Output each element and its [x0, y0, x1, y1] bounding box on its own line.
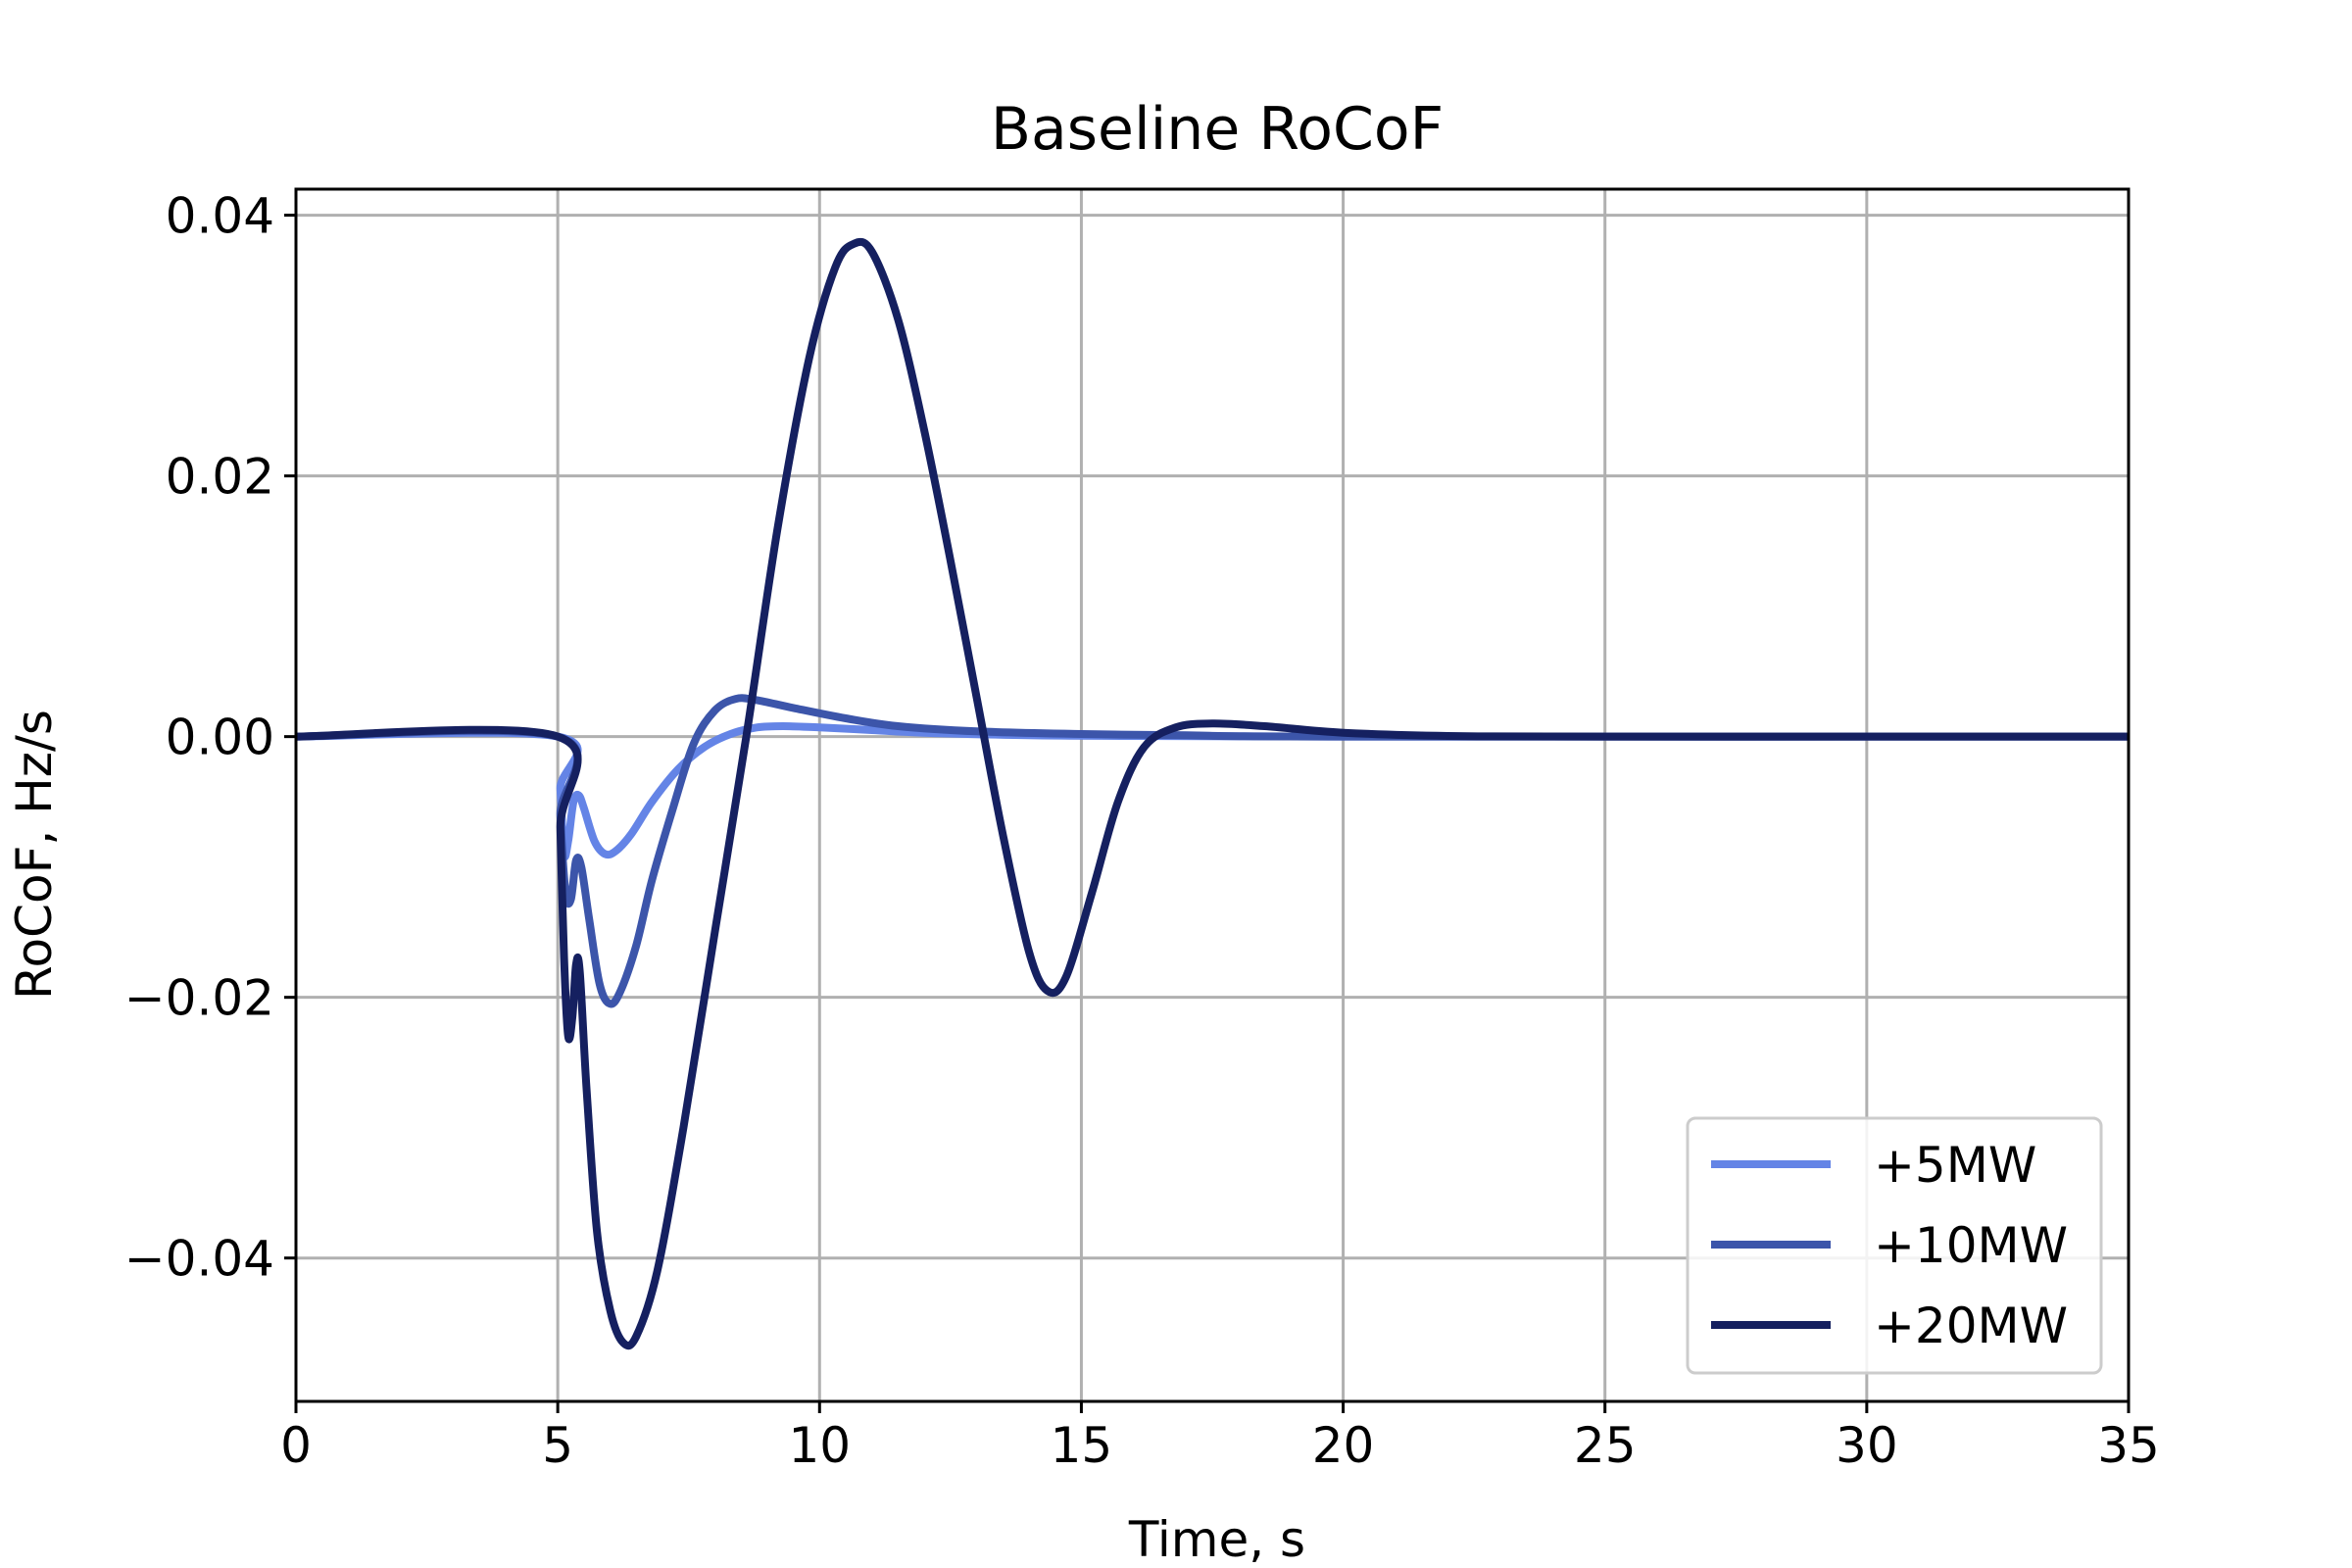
- y-axis-label: RoCoF, Hz/s: [6, 710, 63, 1000]
- x-tick-label: 20: [1312, 1417, 1375, 1474]
- x-tick-label: 35: [2097, 1417, 2160, 1474]
- chart-title: Baseline RoCoF: [991, 95, 1444, 164]
- y-tick-label: 0.00: [166, 710, 274, 766]
- legend-label: +20MW: [1874, 1298, 2068, 1354]
- x-tick-label: 5: [542, 1417, 573, 1474]
- legend-label: +5MW: [1874, 1137, 2036, 1194]
- x-tick-label: 10: [788, 1417, 851, 1474]
- x-axis-ticks: 0 5 10 15 20 25 30 35: [280, 1401, 2160, 1474]
- legend-box: [1686, 1116, 2103, 1375]
- y-axis-ticks: 0.04 0.02 0.00 −0.02 −0.04: [124, 188, 296, 1288]
- x-axis-label: Time, s: [1128, 1511, 1305, 1568]
- series-line-3: [295, 237, 2130, 1350]
- y-tick-label: −0.02: [124, 970, 274, 1027]
- y-tick-label: −0.04: [124, 1231, 274, 1288]
- legend: +5MW +10MW +20MW: [1686, 1116, 2103, 1375]
- x-tick-label: 15: [1051, 1417, 1113, 1474]
- legend-label: +10MW: [1874, 1217, 2068, 1274]
- y-tick-label: 0.04: [166, 188, 274, 245]
- x-tick-label: 30: [1836, 1417, 1898, 1474]
- plot-frame: [294, 187, 2131, 1403]
- series-line-2: [295, 694, 2130, 1008]
- series-lines: [295, 237, 2130, 1350]
- y-tick-label: 0.02: [166, 449, 274, 506]
- x-tick-label: 25: [1574, 1417, 1637, 1474]
- x-tick-label: 0: [280, 1417, 312, 1474]
